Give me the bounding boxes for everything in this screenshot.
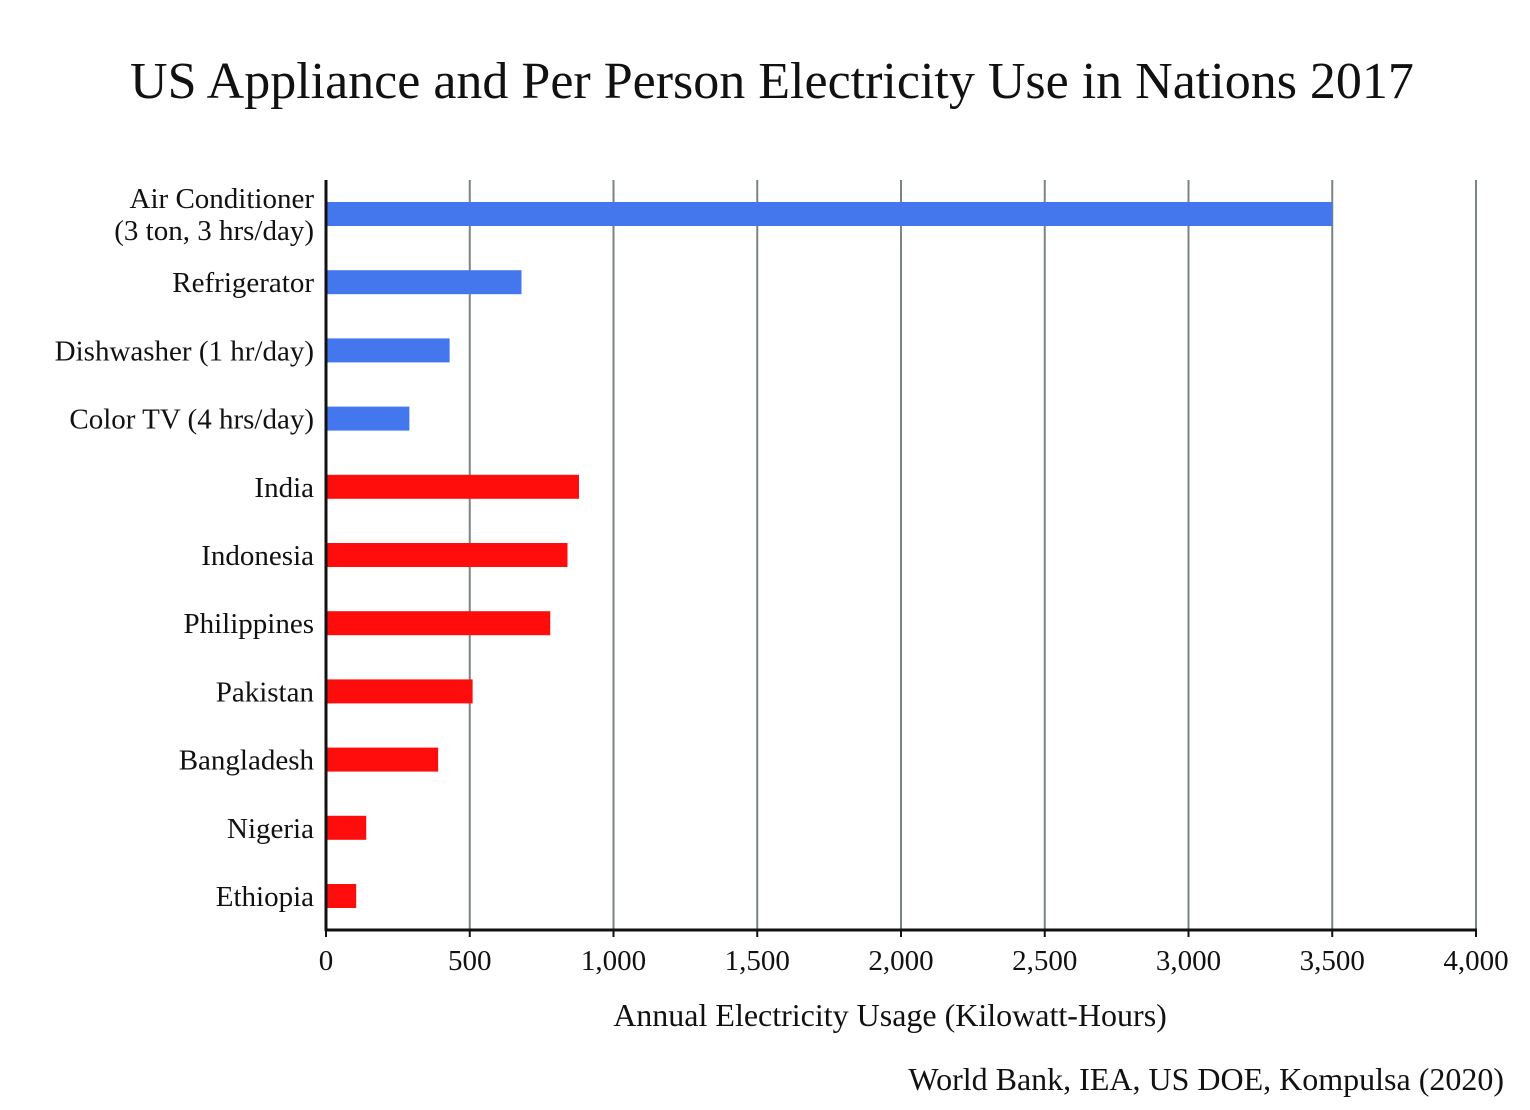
x-tick-label-0: 0 — [319, 945, 334, 977]
bar-10 — [326, 884, 357, 908]
bar-1 — [326, 270, 522, 295]
category-label-1: Refrigerator — [172, 267, 314, 299]
bar-4 — [326, 474, 579, 499]
x-tick-label-1500: 1,500 — [725, 945, 790, 977]
bar-0 — [326, 202, 1333, 226]
category-label-4: India — [254, 472, 314, 504]
bars — [326, 202, 1333, 908]
x-tick-label-4000: 4,000 — [1443, 945, 1508, 977]
source-note: World Bank, IEA, US DOE, Kompulsa (2020) — [908, 1061, 1504, 1097]
x-axis-title: Annual Electricity Usage (Kilowatt-Hours… — [613, 997, 1167, 1033]
x-tick-label-3000: 3,000 — [1156, 945, 1221, 977]
x-tick-label-3500: 3,500 — [1300, 945, 1365, 977]
bar-7 — [326, 679, 473, 704]
bar-2 — [326, 338, 450, 363]
category-label-2: Dishwasher (1 hr/day) — [55, 335, 314, 367]
category-label-10: Ethiopia — [216, 881, 314, 913]
category-label-0-line-1: (3 ton, 3 hrs/day) — [114, 215, 314, 247]
gridlines — [468, 180, 1477, 930]
x-tick-label-2500: 2,500 — [1012, 945, 1077, 977]
category-label-5: Indonesia — [201, 540, 314, 572]
bar-6 — [326, 611, 551, 636]
x-tick-labels: 0 500 1,000 1,500 2,000 2,500 3,000 3,500 4,000 — [319, 945, 1509, 977]
bar-5 — [326, 543, 568, 567]
bar-3 — [326, 406, 410, 431]
category-labels: Air Conditioner(3 ton, 3 hrs/day) Refrige… — [55, 183, 315, 913]
category-label-9: Nigeria — [227, 813, 314, 845]
chart-title: US Appliance and Per Person Electricity … — [130, 53, 1414, 110]
x-tick-label-1000: 1,000 — [581, 945, 646, 977]
category-label-7: Pakistan — [216, 676, 315, 708]
category-label-8: Bangladesh — [179, 745, 315, 777]
category-label-0-line-0: Air Conditioner — [130, 183, 315, 215]
bar-9 — [326, 815, 367, 840]
axes — [324, 180, 1477, 937]
x-tick-label-2000: 2,000 — [868, 945, 933, 977]
bar-8 — [326, 747, 439, 772]
x-tick-label-500: 500 — [448, 945, 492, 977]
category-label-3: Color TV (4 hrs/day) — [69, 404, 314, 436]
category-label-6: Philippines — [183, 608, 314, 640]
